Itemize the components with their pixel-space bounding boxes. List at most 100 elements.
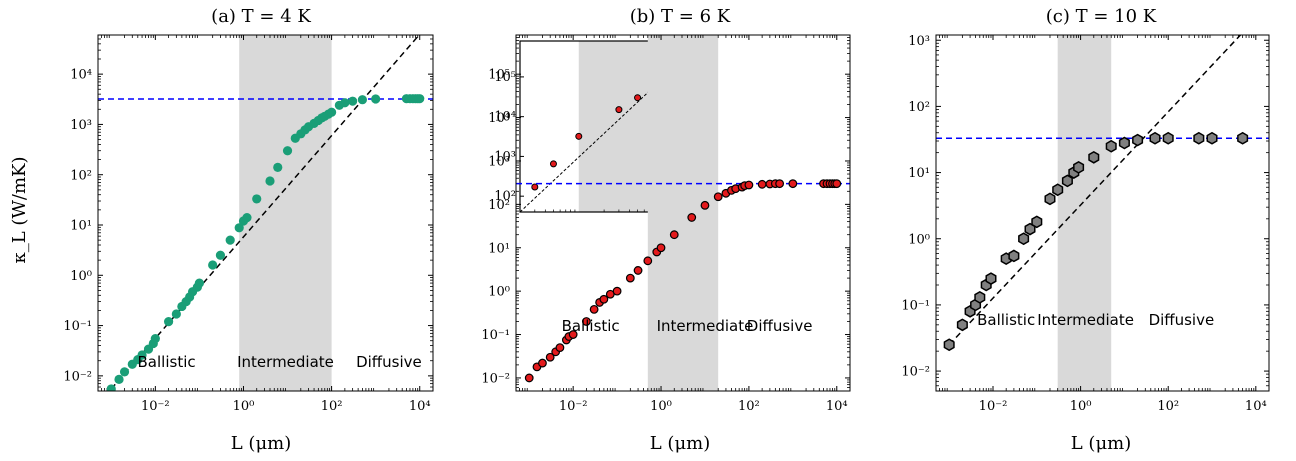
panel-b-region-label: Diffusive bbox=[747, 317, 813, 335]
panel-a-data-point bbox=[171, 309, 181, 319]
panel-b-data-point bbox=[612, 286, 622, 296]
panel-b-y-tick-label: 10⁴ bbox=[488, 111, 510, 126]
panel-c-ballistic-line bbox=[948, 35, 1242, 346]
panel-a-data-point bbox=[327, 107, 337, 117]
panel-c-data-point bbox=[1073, 160, 1085, 174]
panel-a-data-point bbox=[114, 374, 124, 385]
panel-c-x-tick-label: 10² bbox=[1157, 399, 1179, 414]
panel-c-frame bbox=[935, 34, 1270, 392]
panel-b-plot-area bbox=[516, 179, 850, 383]
panel-b-data-point bbox=[687, 213, 697, 222]
panel-a-x-axis-label: L (μm) bbox=[231, 433, 292, 454]
panel-b-y-tick-label: 10⁻¹ bbox=[481, 328, 510, 343]
panel-b-inset-data-point bbox=[634, 94, 642, 102]
panel-a-y-tick-label: 10¹ bbox=[70, 219, 92, 234]
panel-a-region-label: Intermediate bbox=[237, 353, 334, 371]
panel-c-data-point bbox=[1162, 131, 1174, 145]
panel-b-data-point bbox=[669, 230, 679, 240]
panel-b-y-tick-label: 10⁵ bbox=[488, 68, 510, 83]
panel-a-y-tick-label: 10⁻¹ bbox=[63, 319, 92, 334]
panel-c-data-point bbox=[1052, 183, 1064, 197]
panel-a-frame bbox=[97, 34, 434, 392]
panel-a-y-axis-label: κ_L (W/mK) bbox=[9, 156, 30, 263]
panel-c-data-point bbox=[1031, 215, 1043, 229]
panel-b-intermediate-band bbox=[647, 35, 719, 391]
panel-b-inset-data-point bbox=[615, 106, 623, 114]
panel-c-x-axis-label: L (μm) bbox=[1071, 433, 1132, 454]
panel-c-data-point bbox=[1237, 131, 1249, 145]
panel-a-data-point bbox=[106, 384, 116, 391]
panel-a-data-point bbox=[242, 213, 252, 223]
panel-b-inset-y-tick-label: 10⁴ bbox=[494, 110, 516, 125]
panel-c-title: (c) T = 10 K bbox=[1046, 6, 1157, 27]
panel-c-region-label: Intermediate bbox=[1037, 311, 1134, 329]
panel-b-x-tick-label: 10⁻² bbox=[559, 399, 588, 414]
panel-b-inset-y-tick-label: 10³ bbox=[494, 149, 516, 164]
panel-a-data-point bbox=[150, 334, 160, 344]
panel-a-y-tick-label: 10³ bbox=[70, 118, 92, 133]
panel-a-y-tick-label: 10⁴ bbox=[70, 68, 92, 83]
panel-b-data-point bbox=[581, 317, 591, 326]
panel-b-data-point bbox=[757, 179, 767, 189]
panel-b-inset-y-tick-label: 10⁵ bbox=[494, 70, 516, 85]
panel-b-frame bbox=[515, 34, 851, 392]
panel-c-y-tick-label: 10⁻¹ bbox=[901, 298, 930, 313]
panel-a-data-point bbox=[273, 162, 283, 172]
panel-c-data-point bbox=[1008, 249, 1020, 263]
panel-b-inset-data-point bbox=[549, 160, 557, 168]
panel-a-region-label: Ballistic bbox=[138, 353, 196, 371]
panel-b-y-tick-label: 10⁻² bbox=[481, 371, 510, 386]
panel-b-data-point bbox=[633, 266, 643, 275]
panel-a-region-label: Diffusive bbox=[356, 353, 422, 371]
panel-b-data-point bbox=[744, 180, 754, 190]
panel-b-x-tick-label: 10² bbox=[738, 399, 760, 414]
panel-b-data-point bbox=[599, 294, 609, 304]
panel-b-data-point bbox=[625, 273, 635, 283]
panel-a-data-point bbox=[357, 95, 368, 105]
panel-b-inset-y-tick-label: 10² bbox=[494, 189, 516, 204]
panel-b-region-label: Ballistic bbox=[562, 317, 620, 335]
panel-a-x-tick-label: 10⁻² bbox=[141, 399, 170, 414]
panel-b-x-axis-label: L (μm) bbox=[650, 433, 711, 454]
panel-c-data-point bbox=[985, 272, 997, 285]
panel-b-y-tick-label: 10² bbox=[488, 198, 510, 213]
panel-b-data-point bbox=[788, 179, 798, 189]
panel-b-data-point bbox=[568, 330, 578, 339]
panel-c-data-point bbox=[1206, 131, 1218, 145]
panel-a-data-point bbox=[348, 96, 358, 106]
panel-b-x-tick-label: 10⁴ bbox=[826, 399, 848, 414]
panel-b-data-point bbox=[832, 179, 842, 189]
panel-b-data-point bbox=[775, 179, 785, 189]
panel-c-data-point bbox=[1149, 131, 1161, 145]
panel-c-data-point bbox=[1105, 139, 1117, 153]
panel-b-inset-data-point bbox=[531, 183, 539, 191]
panel-a-plot-area bbox=[98, 35, 433, 391]
panel-a-data-point bbox=[265, 176, 275, 186]
panel-a-x-tick-label: 10⁴ bbox=[409, 399, 431, 414]
panel-b-data-point bbox=[656, 243, 666, 253]
panel-c-chart: (c) T = 10 K L (μm) 10⁻² 10⁰ 10² 10⁴ 10⁻² 10⁻… bbox=[901, 6, 1270, 454]
panel-b-inset-data-point bbox=[575, 132, 583, 140]
panel-c-plot-area bbox=[936, 35, 1269, 352]
panel-c-y-tick-label: 10² bbox=[908, 100, 930, 115]
panel-b-x-tick-label: 10⁰ bbox=[650, 399, 672, 414]
panel-c-y-tick-label: 10⁰ bbox=[908, 232, 930, 247]
panel-c-data-point bbox=[1118, 136, 1130, 150]
panel-c-y-tick-label: 10⁻² bbox=[901, 365, 930, 380]
panel-c-region-label: Ballistic bbox=[977, 311, 1035, 329]
panel-b-data-point bbox=[524, 373, 534, 383]
panel-b-chart: (b) T = 6 K L (μm) 10² 10³ 10⁴ 10⁵ 10⁰ 10⁻² 1… bbox=[481, 6, 851, 454]
panel-b-y-tick-label: 10³ bbox=[488, 155, 510, 170]
panel-c-data-point bbox=[1193, 131, 1205, 145]
panel-c-data-point bbox=[1018, 232, 1030, 246]
panel-c-x-tick-label: 10⁰ bbox=[1070, 399, 1092, 414]
panel-b-data-point bbox=[589, 304, 599, 314]
panel-a-intermediate-band bbox=[239, 35, 332, 391]
panel-a-data-point bbox=[215, 250, 226, 260]
panel-a-data-point bbox=[137, 350, 147, 360]
panel-c-x-tick-label: 10⁴ bbox=[1245, 399, 1267, 414]
panel-c-data-point bbox=[1044, 192, 1056, 206]
panel-a-data-point bbox=[415, 94, 425, 104]
panel-c-data-point bbox=[943, 338, 955, 352]
panel-b-y-tick-label: 10⁰ bbox=[488, 285, 510, 300]
